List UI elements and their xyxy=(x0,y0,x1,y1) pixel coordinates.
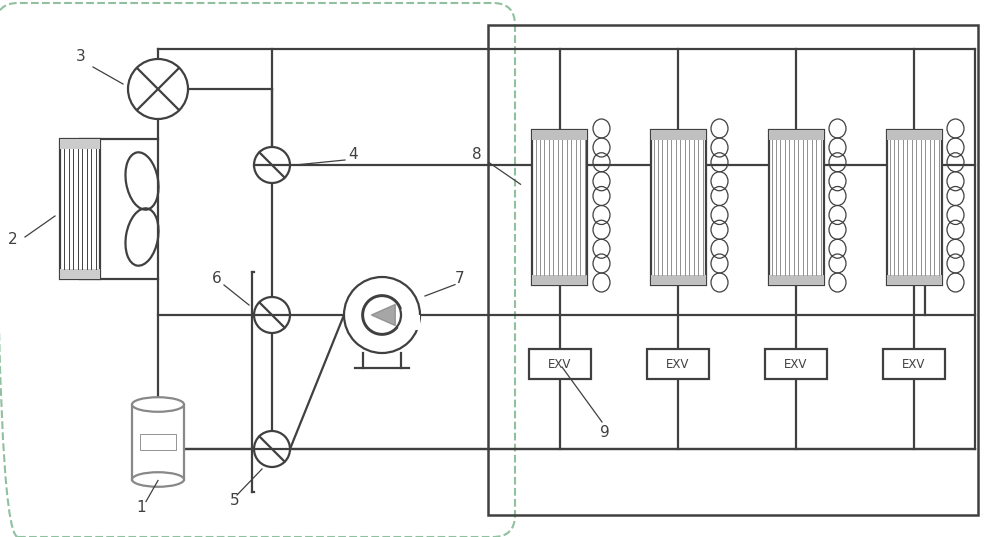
Bar xyxy=(765,349,827,379)
Bar xyxy=(140,434,176,450)
Circle shape xyxy=(254,147,290,183)
Bar xyxy=(650,275,706,285)
Ellipse shape xyxy=(132,397,184,412)
Text: EXV: EXV xyxy=(902,358,926,371)
Text: 2: 2 xyxy=(8,232,18,247)
Text: 9: 9 xyxy=(600,425,610,440)
Bar xyxy=(650,130,706,285)
Text: 8: 8 xyxy=(472,147,482,162)
Bar xyxy=(650,130,706,140)
Text: EXV: EXV xyxy=(784,358,808,371)
Text: EXV: EXV xyxy=(548,358,572,371)
Text: 3: 3 xyxy=(76,49,86,64)
Text: 5: 5 xyxy=(230,493,240,508)
Bar xyxy=(60,139,100,279)
Bar xyxy=(532,130,587,140)
Bar xyxy=(60,269,100,279)
Bar xyxy=(529,349,591,379)
Text: 6: 6 xyxy=(212,271,222,286)
Bar xyxy=(887,130,942,285)
Bar xyxy=(132,404,184,480)
Bar xyxy=(768,275,824,285)
Circle shape xyxy=(254,297,290,333)
Bar xyxy=(887,275,942,285)
Ellipse shape xyxy=(132,472,184,487)
Circle shape xyxy=(344,277,420,353)
Bar xyxy=(768,130,824,140)
Text: 1: 1 xyxy=(136,499,146,514)
Text: EXV: EXV xyxy=(666,358,690,371)
Bar xyxy=(532,130,587,285)
FancyArrow shape xyxy=(409,315,420,330)
Bar xyxy=(532,275,587,285)
Bar xyxy=(887,130,942,140)
Bar xyxy=(647,349,709,379)
Bar xyxy=(488,25,978,515)
Text: 7: 7 xyxy=(455,271,465,286)
Bar xyxy=(883,349,945,379)
Text: 4: 4 xyxy=(348,147,358,162)
Bar xyxy=(768,130,824,285)
Polygon shape xyxy=(371,304,395,325)
Bar xyxy=(60,139,100,149)
Circle shape xyxy=(254,431,290,467)
Circle shape xyxy=(128,59,188,119)
